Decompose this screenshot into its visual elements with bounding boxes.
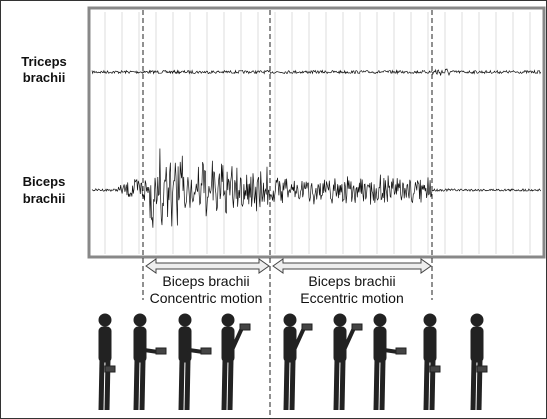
leg <box>187 360 188 410</box>
leg <box>181 360 182 410</box>
dumbbell <box>156 348 166 354</box>
figure: Triceps brachii Biceps brachii Biceps br… <box>0 0 547 419</box>
phase-label: Eccentric motion <box>300 290 403 306</box>
leg <box>230 360 231 410</box>
plot-box <box>89 8 544 257</box>
signal-label: brachii <box>23 191 66 206</box>
dumbbell <box>105 366 115 372</box>
head <box>424 314 436 326</box>
leg <box>382 360 383 410</box>
leg <box>136 360 137 410</box>
head <box>284 314 296 326</box>
leg <box>342 360 343 410</box>
leg <box>224 360 225 410</box>
signal-label: Biceps <box>23 174 66 189</box>
leg <box>473 360 474 410</box>
signal-label: Triceps <box>21 54 67 69</box>
leg <box>142 360 143 410</box>
dumbbell <box>352 324 362 330</box>
leg <box>336 360 337 410</box>
leg <box>292 360 293 410</box>
leg <box>286 360 287 410</box>
dumbbell <box>201 348 211 354</box>
leg <box>426 360 427 410</box>
head <box>471 314 483 326</box>
head <box>134 314 146 326</box>
dumbbell <box>396 348 406 354</box>
leg <box>101 360 102 410</box>
phase-label: Concentric motion <box>150 290 263 306</box>
dumbbell <box>240 324 250 330</box>
head <box>179 314 191 326</box>
phase-label: Biceps brachii <box>308 273 395 289</box>
head <box>222 314 234 326</box>
leg <box>376 360 377 410</box>
signal-label: brachii <box>23 70 66 85</box>
dumbbell <box>430 366 440 372</box>
dumbbell <box>477 366 487 372</box>
head <box>334 314 346 326</box>
dumbbell <box>302 324 312 330</box>
head <box>99 314 111 326</box>
phase-label: Biceps brachii <box>162 273 249 289</box>
head <box>374 314 386 326</box>
